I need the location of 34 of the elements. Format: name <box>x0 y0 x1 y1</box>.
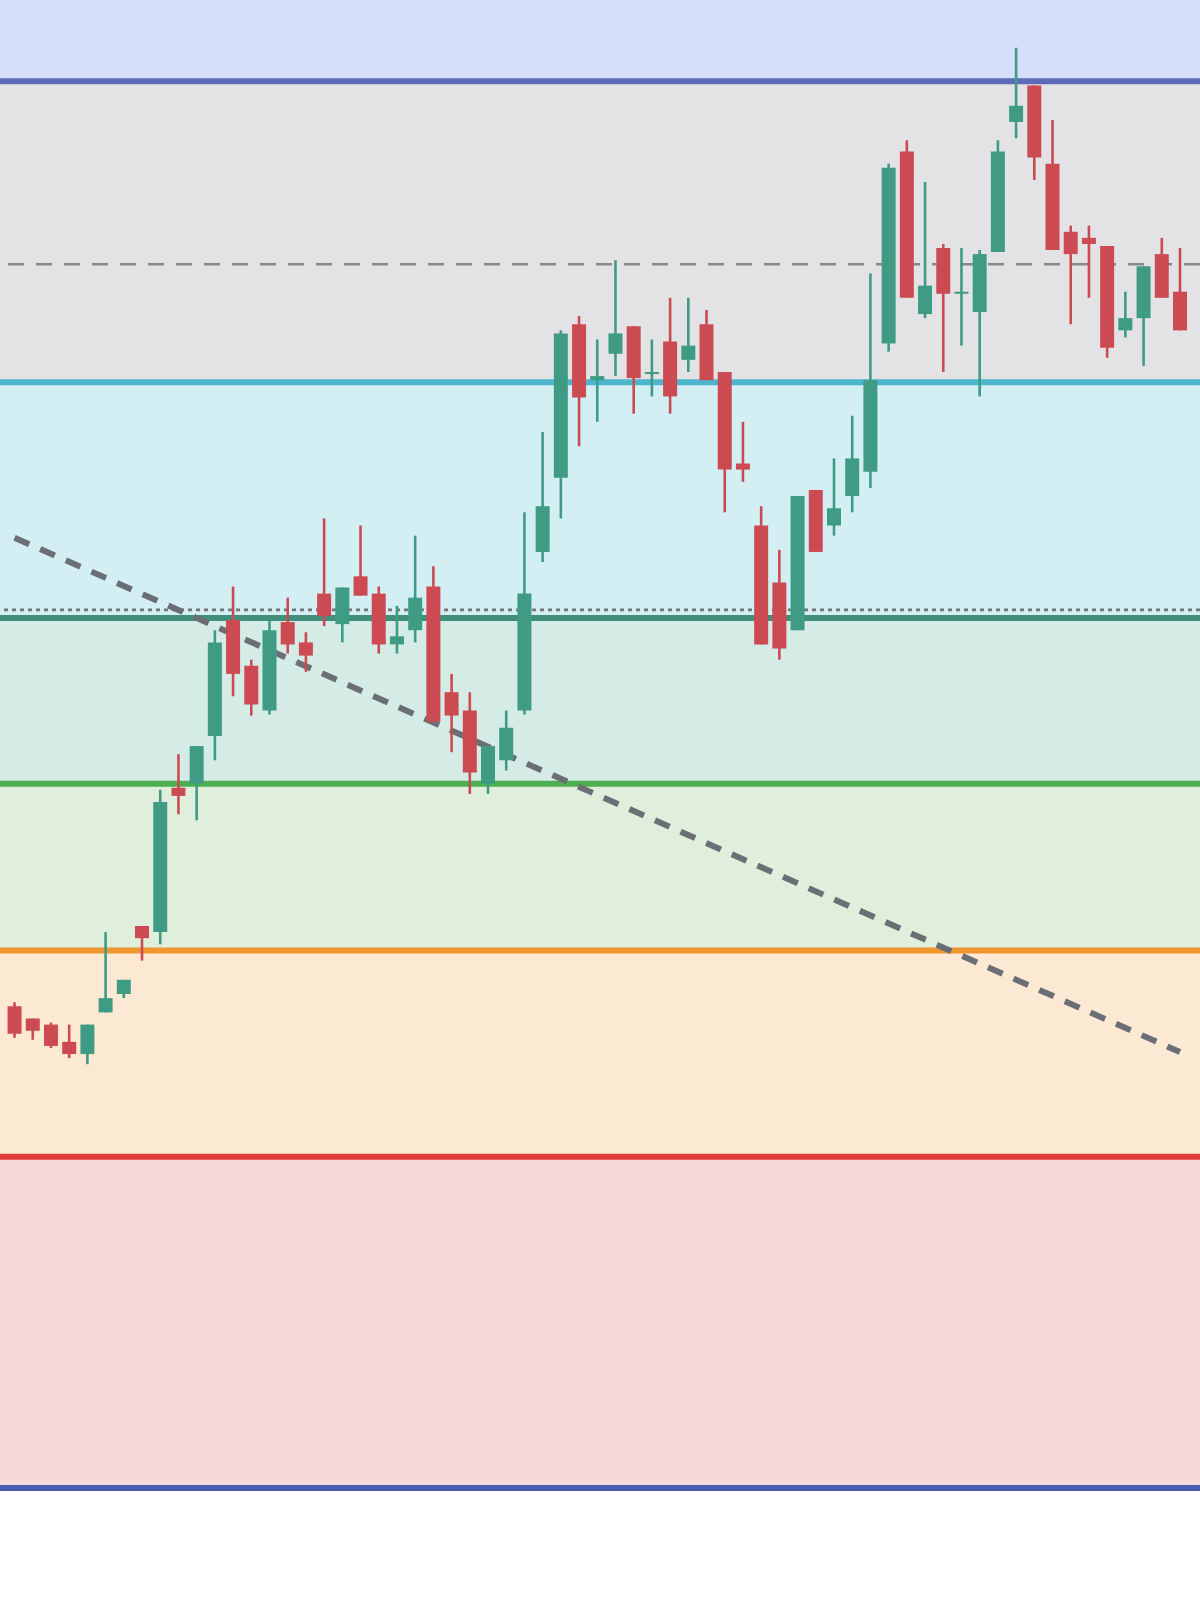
candlestick <box>1154 236 1169 300</box>
candlestick <box>918 180 933 320</box>
candlestick <box>1081 224 1096 300</box>
candlestick <box>280 596 295 655</box>
candlestick <box>954 246 969 347</box>
candlestick <box>98 930 113 1014</box>
candlestick <box>681 296 696 374</box>
candlestick <box>317 517 332 628</box>
candlestick <box>644 338 659 398</box>
candlestick <box>1063 224 1078 326</box>
candlestick <box>608 258 623 378</box>
candlestick <box>298 630 313 674</box>
candlestick <box>845 414 860 514</box>
candlestick <box>535 430 550 564</box>
candlestick <box>735 420 750 484</box>
candlestick <box>936 242 951 374</box>
candlestick <box>499 709 514 772</box>
candlestick <box>189 744 204 822</box>
candlestick <box>7 1000 22 1040</box>
candlestick <box>80 1023 95 1066</box>
candlestick <box>62 1023 77 1060</box>
candlestick <box>135 924 150 962</box>
candlestick <box>1009 46 1024 140</box>
candlestick <box>590 338 605 424</box>
candlestick <box>444 672 459 754</box>
candlestick <box>25 1017 40 1042</box>
candlestick <box>481 744 496 796</box>
candlestick <box>244 658 259 717</box>
candlestick <box>1118 290 1133 339</box>
candlestick <box>43 1021 58 1050</box>
candlestick <box>1172 246 1187 332</box>
candlestick <box>827 457 841 537</box>
candlestick <box>353 524 368 597</box>
candlestick <box>171 752 186 816</box>
